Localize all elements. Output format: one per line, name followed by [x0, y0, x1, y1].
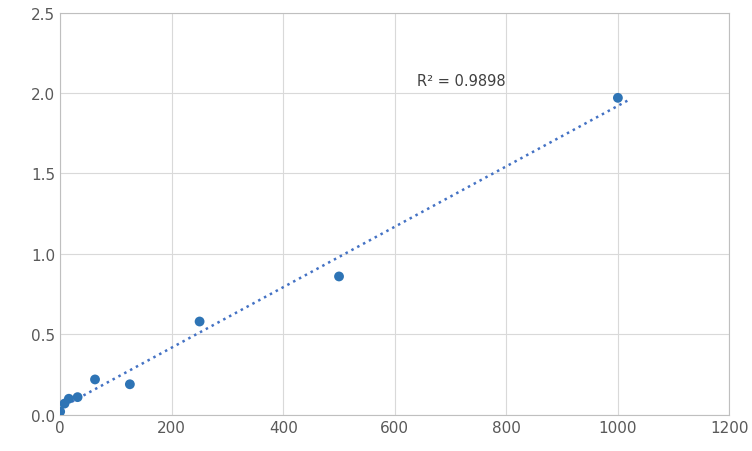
- Point: [89, 376, 101, 383]
- Point: [333, 273, 345, 281]
- Point: [612, 95, 624, 102]
- Text: R² = 0.9898: R² = 0.9898: [417, 74, 506, 89]
- Point: [54, 408, 66, 415]
- Point: [63, 395, 75, 402]
- Point: [71, 394, 83, 401]
- Point: [193, 318, 205, 326]
- Point: [59, 400, 71, 407]
- Point: [124, 381, 136, 388]
